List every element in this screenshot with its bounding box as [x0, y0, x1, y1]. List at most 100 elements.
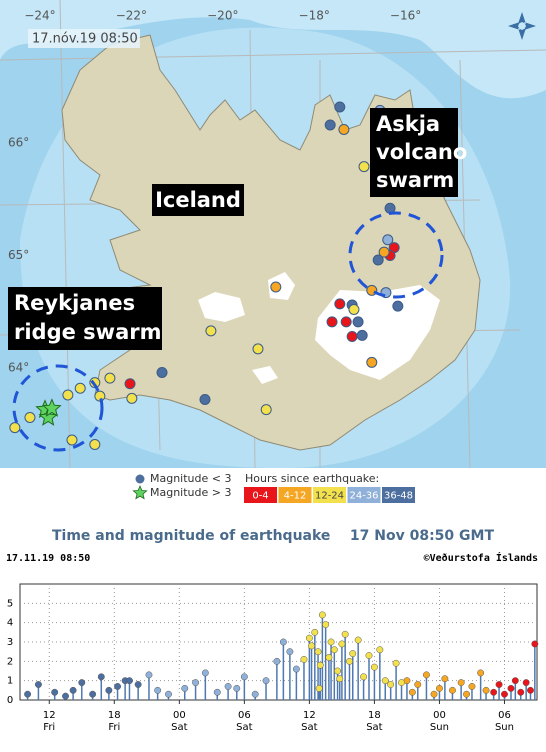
point	[62, 692, 69, 700]
x-tick-day: Sun	[430, 722, 449, 733]
point	[145, 671, 153, 679]
x-tick-day: Sat	[171, 722, 187, 733]
map: Iceland Askja volcano swarm Reykjanes ri…	[0, 0, 546, 468]
reykjanes-circle	[12, 364, 104, 452]
quake	[348, 304, 360, 315]
point	[292, 665, 300, 673]
point	[224, 683, 232, 690]
point	[251, 690, 259, 698]
glaciers	[198, 272, 440, 384]
point	[51, 688, 59, 696]
point	[360, 673, 368, 681]
quake	[9, 422, 21, 434]
map-labels: −24° −22° −20° −18° −16° 66° 65° 64°	[8, 9, 421, 375]
point	[24, 690, 32, 698]
quake	[324, 119, 336, 131]
quake	[24, 412, 36, 423]
quake	[372, 254, 384, 266]
x-tick-day: Sun	[495, 722, 514, 733]
shallow-water	[0, 0, 546, 99]
point	[126, 677, 133, 685]
point	[240, 673, 248, 681]
point	[482, 686, 490, 694]
lat-label: 66°	[8, 136, 29, 150]
y-tick-label: 0	[7, 695, 13, 706]
quake	[260, 404, 272, 416]
point	[334, 667, 342, 675]
point	[511, 677, 519, 685]
point	[327, 638, 335, 646]
chart-title: Time and magnitude of earthquake 17 Nov …	[52, 528, 494, 544]
x-tick-label: 12	[303, 710, 316, 721]
annotation: Iceland	[155, 188, 241, 212]
lon-label: −16°	[390, 9, 421, 23]
annotation: volcano	[376, 140, 467, 164]
quake	[74, 382, 86, 394]
point	[305, 634, 313, 642]
point	[517, 688, 525, 696]
annotation: Askja	[376, 112, 440, 136]
lon-label: −18°	[299, 9, 330, 23]
point	[338, 640, 346, 648]
lon-label: −20°	[207, 9, 238, 23]
point	[463, 690, 470, 698]
quakes	[9, 101, 404, 450]
annotation-box	[152, 184, 244, 216]
y-tick-label: 4	[7, 618, 13, 629]
quake	[270, 281, 282, 293]
lat-label: 65°	[8, 248, 29, 262]
point	[213, 688, 221, 696]
legend: Hours since earthquake: Magnitude < 3Mag…	[132, 472, 415, 503]
point	[105, 686, 113, 694]
quake	[392, 300, 404, 312]
quake	[66, 434, 78, 446]
point	[468, 683, 476, 690]
legend-symbol	[132, 484, 148, 500]
quake	[352, 316, 364, 328]
annotation: swarm	[376, 168, 454, 192]
point	[308, 642, 316, 650]
annotation-box	[8, 287, 162, 350]
annotation: Reykjanes	[14, 291, 135, 315]
point	[354, 636, 362, 644]
point	[336, 675, 344, 683]
legend-swatch	[347, 487, 381, 503]
annotation-box	[370, 108, 458, 197]
point	[286, 648, 294, 656]
y-tick-label: 2	[7, 656, 13, 667]
point	[322, 621, 330, 629]
quake	[62, 389, 74, 401]
quake	[104, 372, 116, 384]
quake	[346, 331, 358, 342]
point	[279, 638, 287, 646]
x-tick-label: 18	[368, 710, 381, 721]
point	[89, 690, 97, 698]
x-tick-day: Sat	[236, 722, 252, 733]
chart-credit: ©Veðurstofa Íslands	[424, 551, 538, 564]
point	[330, 646, 338, 654]
quake	[356, 329, 368, 341]
compass	[508, 12, 536, 40]
point	[408, 688, 416, 696]
quake	[340, 316, 352, 328]
point	[192, 679, 200, 687]
x-tick-label: 12	[43, 710, 56, 721]
point	[449, 686, 456, 694]
legend-swatch	[244, 487, 277, 503]
point	[477, 669, 485, 677]
legend-swatch	[278, 487, 312, 503]
quake	[382, 234, 394, 246]
point	[300, 655, 308, 663]
point	[78, 679, 86, 687]
lon-label: −22°	[116, 9, 147, 23]
legend-label: 24-36	[349, 491, 378, 502]
timestamp-box	[28, 29, 140, 48]
point	[316, 661, 324, 669]
point	[381, 677, 389, 685]
point	[387, 681, 395, 688]
point	[69, 686, 77, 694]
point	[311, 628, 319, 636]
point	[501, 690, 508, 698]
legend-swatch	[382, 487, 415, 503]
legend-label: 4-12	[284, 491, 307, 502]
